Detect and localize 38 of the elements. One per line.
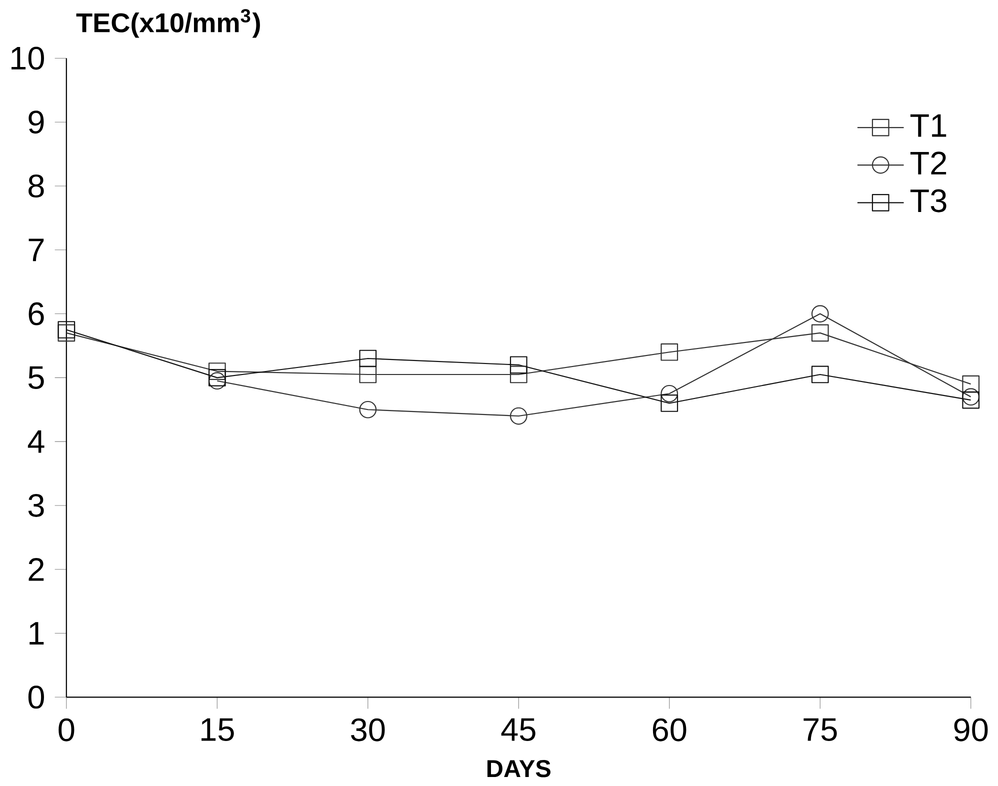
point — [58, 320, 76, 338]
legend-label: T3 — [910, 189, 946, 212]
point — [660, 384, 678, 402]
point — [811, 366, 829, 384]
legend-label: T2 — [910, 152, 946, 174]
x-tick-label: 75 — [804, 718, 837, 741]
x-tick-label: 30 — [351, 718, 385, 742]
point — [359, 350, 377, 368]
y-tick-label: 8 — [28, 174, 44, 198]
point — [962, 391, 980, 409]
x-tick-label: 0 — [58, 718, 74, 742]
y-tick-label: 7 — [28, 238, 44, 261]
y-tick-label: 0 — [28, 685, 44, 708]
point — [208, 368, 226, 386]
y-tick-label: 9 — [28, 110, 44, 134]
x-tick-label: 60 — [652, 718, 686, 742]
point — [510, 366, 528, 384]
x-axis-title: DAYS — [487, 760, 550, 778]
y-tick-label: 3 — [28, 494, 44, 517]
y-tick-label: 1 — [30, 622, 44, 644]
point — [811, 304, 829, 322]
y-tick-label: 10 — [12, 46, 44, 70]
y-tick-label: 6 — [28, 302, 44, 326]
point — [811, 324, 829, 342]
y-tick-label: 4 — [28, 430, 44, 453]
point — [660, 343, 678, 361]
point — [660, 394, 678, 412]
y-axis-title: TEC(x10/mm$^{3}$) — [76, 8, 260, 38]
y-tick-label: 2 — [28, 558, 44, 581]
point — [510, 356, 528, 374]
y-tick-label: 5 — [28, 366, 44, 389]
x-tick-label: 15 — [202, 718, 234, 741]
point — [359, 400, 377, 418]
x-tick-label: 90 — [954, 718, 988, 742]
point — [208, 372, 226, 390]
x-tick-label: 45 — [501, 718, 536, 741]
point — [510, 407, 528, 425]
legend-label: T1 — [910, 114, 946, 137]
